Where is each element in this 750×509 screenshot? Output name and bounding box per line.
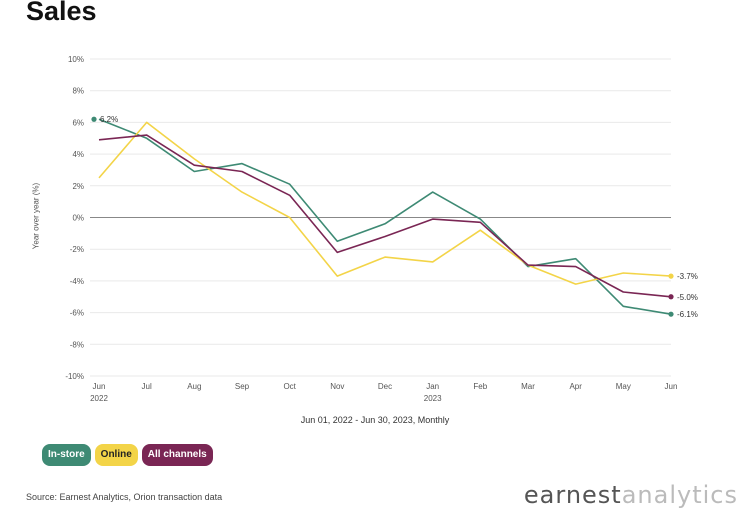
series-end-point-instore: [668, 311, 674, 317]
y-tick-label: 6%: [72, 118, 84, 127]
x-tick-label: Dec: [378, 382, 392, 391]
legend-online-button[interactable]: Online: [94, 444, 138, 466]
source-note: Source: Earnest Analytics, Orion transac…: [26, 492, 223, 502]
x-tick-label: Apr: [569, 382, 582, 391]
series-line-instore: [98, 118, 672, 315]
y-tick-label: 8%: [72, 87, 84, 96]
x-tick-label: Jun: [665, 382, 678, 391]
legend-all-channels-button[interactable]: All channels: [141, 444, 213, 466]
x-year-label: 2022: [90, 394, 108, 403]
series-start-point-instore: [91, 116, 97, 122]
y-tick-label: -4%: [70, 277, 84, 286]
y-tick-label: -6%: [70, 309, 84, 318]
x-tick-label: Sep: [235, 382, 250, 391]
legend: In-store Online All channels: [42, 444, 213, 466]
x-tick-label: Aug: [187, 382, 201, 391]
series-end-label-instore: -6.1%: [677, 310, 698, 319]
series-line-online: [98, 121, 672, 285]
x-tick-label: Nov: [330, 382, 344, 391]
logo-part-earnest: earnest: [523, 481, 622, 509]
y-tick-label: 0%: [72, 214, 84, 223]
series-start-label-instore: 6.2%: [100, 115, 118, 124]
x-tick-label: Jan: [426, 382, 439, 391]
x-tick-label: May: [616, 382, 631, 391]
x-tick-label: Feb: [473, 382, 487, 391]
x-year-label: 2023: [424, 394, 442, 403]
x-tick-label: Oct: [283, 382, 296, 391]
y-tick-label: -2%: [70, 245, 84, 254]
series-end-point-online: [668, 273, 674, 279]
series-end-point-all: [668, 294, 674, 300]
x-axis-period-label: Jun 01, 2022 - Jun 30, 2023, Monthly: [300, 415, 450, 425]
line-chart: 10% 8% 6% 4% 2% 0% -2% -4% -6% -8% -10% Jun 2022 Jul A…: [65, 55, 698, 403]
y-tick-label: 2%: [72, 182, 84, 191]
x-tick-label: Mar: [521, 382, 535, 391]
x-tick-label: Jun: [93, 382, 106, 391]
y-tick-label: 4%: [72, 150, 84, 159]
series-line-all: [98, 134, 672, 298]
series-end-label-online: -3.7%: [677, 272, 698, 281]
series-end-label-all: -5.0%: [677, 293, 698, 302]
y-tick-label: -8%: [70, 340, 84, 349]
y-axis-label: Year over year (%): [31, 182, 41, 250]
legend-instore-button[interactable]: In-store: [42, 444, 91, 466]
earnest-analytics-logo: earnestanalytics: [524, 481, 738, 509]
y-tick-label: -10%: [65, 372, 84, 381]
x-tick-label: Jul: [142, 382, 152, 391]
y-tick-label: 10%: [68, 55, 84, 64]
logo-part-analytics: analytics: [621, 481, 738, 509]
chart-title: Sales: [26, 0, 97, 26]
